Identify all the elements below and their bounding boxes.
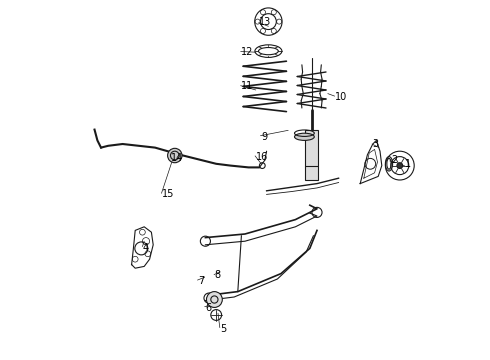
Text: 3: 3: [373, 139, 379, 149]
Text: 10: 10: [335, 92, 347, 102]
Circle shape: [206, 292, 222, 307]
Text: 9: 9: [261, 132, 268, 142]
Bar: [305, 130, 318, 180]
Text: 4: 4: [143, 243, 148, 253]
Text: 5: 5: [220, 324, 226, 334]
Text: 11: 11: [242, 81, 254, 91]
Text: 7: 7: [198, 276, 204, 286]
Circle shape: [168, 148, 182, 163]
Ellipse shape: [294, 133, 314, 140]
Text: 14: 14: [171, 153, 183, 163]
Text: 16: 16: [256, 152, 268, 162]
Text: 8: 8: [215, 270, 220, 280]
Text: 13: 13: [259, 17, 271, 27]
Text: 15: 15: [162, 189, 174, 199]
Text: 2: 2: [391, 155, 397, 165]
Text: 6: 6: [205, 303, 212, 313]
Circle shape: [397, 163, 403, 168]
Text: 1: 1: [405, 159, 411, 169]
Text: 12: 12: [242, 47, 254, 57]
